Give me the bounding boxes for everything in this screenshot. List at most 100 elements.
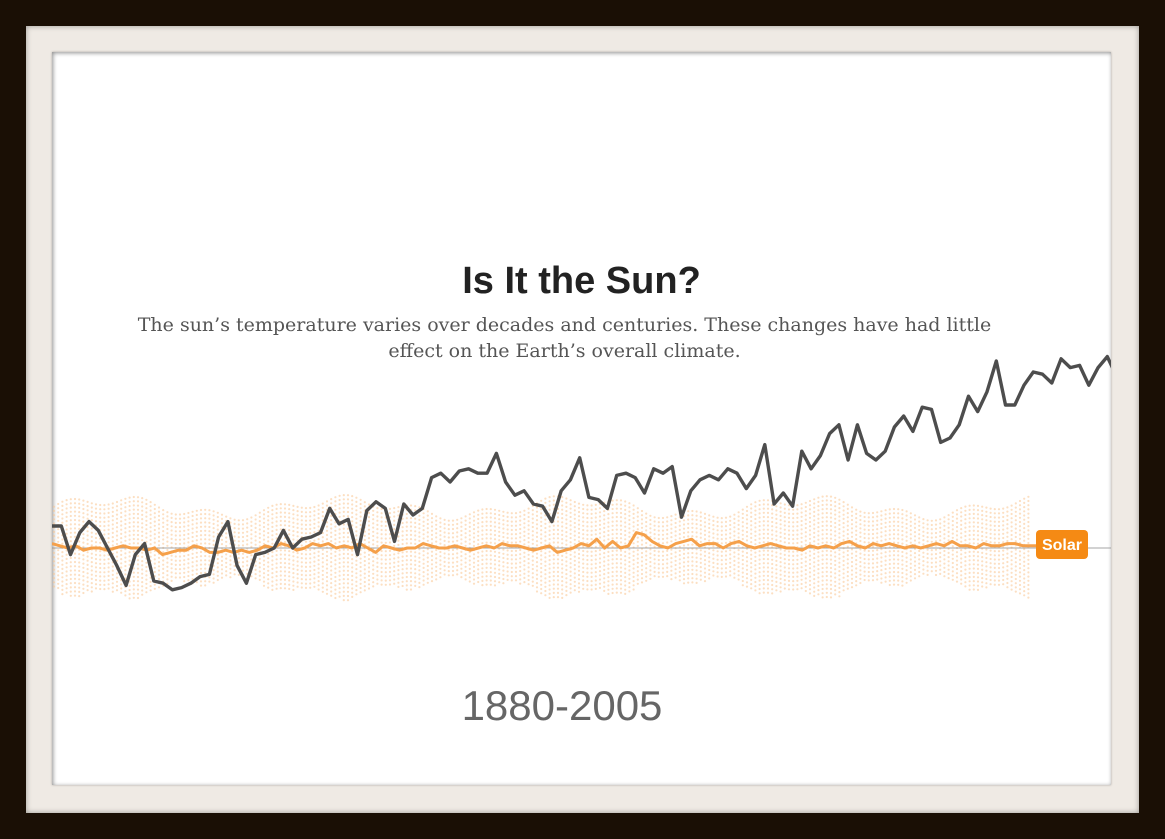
observed-series-line	[52, 354, 1111, 592]
band-dot	[493, 542, 497, 545]
band-dot	[124, 506, 127, 509]
band-dot	[514, 566, 518, 569]
band-dot	[65, 515, 68, 518]
band-dot	[850, 565, 854, 568]
band-dot	[325, 580, 329, 583]
band-dot	[82, 570, 85, 574]
band-dot	[65, 578, 68, 582]
band-dot	[758, 562, 761, 565]
band-dot	[712, 549, 715, 552]
band-dot	[1006, 565, 1009, 568]
band-dot	[464, 540, 467, 543]
band-dot	[1006, 535, 1009, 538]
band-dot	[741, 521, 744, 524]
band-dot	[619, 549, 623, 552]
band-dot	[199, 571, 203, 575]
band-dot	[456, 556, 459, 559]
band-dot	[191, 535, 194, 539]
band-dot	[115, 580, 119, 583]
band-dot	[468, 530, 471, 533]
band-dot	[229, 563, 232, 566]
band-dot	[477, 509, 480, 512]
band-dot	[69, 590, 72, 593]
band-dot	[1023, 497, 1026, 500]
band-dot	[678, 570, 681, 574]
band-dot	[447, 561, 450, 564]
band-dot	[804, 560, 807, 563]
band-dot	[888, 567, 891, 570]
band-dot	[183, 571, 186, 574]
band-dot	[934, 519, 938, 522]
band-dot	[1006, 531, 1009, 534]
band-dot	[884, 525, 887, 529]
band-dot	[607, 592, 610, 596]
band-dot	[834, 500, 837, 504]
band-dot	[61, 593, 64, 596]
band-dot	[283, 520, 287, 523]
band-dot	[271, 538, 274, 541]
band-dot	[275, 512, 278, 515]
band-dot	[850, 527, 854, 530]
band-dot	[750, 520, 753, 523]
band-dot	[813, 540, 816, 543]
band-dot	[510, 520, 513, 523]
band-dot	[514, 533, 518, 536]
band-dot	[829, 499, 833, 502]
band-dot	[834, 513, 837, 516]
band-dot	[695, 523, 698, 526]
band-dot	[624, 542, 627, 545]
band-dot	[271, 517, 274, 520]
band-dot	[120, 503, 123, 506]
band-dot	[930, 570, 933, 573]
band-dot	[964, 518, 967, 521]
band-dot	[939, 560, 942, 563]
band-dot	[548, 525, 551, 528]
band-dot	[451, 574, 455, 577]
band-dot	[825, 587, 828, 590]
band-dot	[136, 529, 140, 532]
band-dot	[292, 563, 295, 566]
band-dot	[729, 574, 732, 577]
band-dot	[855, 508, 858, 511]
band-dot	[120, 562, 123, 565]
band-dot	[758, 550, 761, 553]
band-dot	[611, 558, 614, 561]
band-dot	[481, 537, 484, 540]
band-dot	[598, 565, 602, 569]
band-dot	[678, 524, 681, 527]
band-dot	[304, 582, 308, 585]
band-dot	[804, 552, 807, 555]
band-dot	[750, 524, 753, 527]
band-dot	[1010, 563, 1013, 566]
band-dot	[972, 517, 975, 520]
band-dot	[120, 524, 123, 527]
band-dot	[208, 534, 211, 537]
band-dot	[867, 528, 870, 532]
band-dot	[321, 565, 324, 568]
band-dot	[430, 517, 434, 520]
band-dot	[540, 562, 543, 565]
band-dot	[838, 523, 841, 526]
band-dot	[187, 511, 190, 515]
band-dot	[540, 524, 543, 528]
band-dot	[477, 580, 480, 584]
band-dot	[317, 525, 320, 528]
band-dot	[796, 554, 799, 557]
band-dot	[435, 565, 438, 568]
band-dot	[61, 521, 64, 524]
band-dot	[115, 572, 119, 575]
band-dot	[582, 524, 585, 527]
band-dot	[636, 582, 639, 585]
band-dot	[775, 526, 778, 529]
band-dot	[871, 558, 875, 561]
band-dot	[523, 513, 526, 516]
band-dot	[981, 585, 984, 588]
band-dot	[451, 540, 455, 543]
band-dot	[939, 535, 942, 538]
band-dot	[876, 549, 879, 552]
band-dot	[111, 531, 114, 534]
band-dot	[351, 511, 354, 514]
band-dot	[888, 583, 891, 587]
band-dot	[359, 565, 362, 569]
band-dot	[535, 540, 539, 543]
